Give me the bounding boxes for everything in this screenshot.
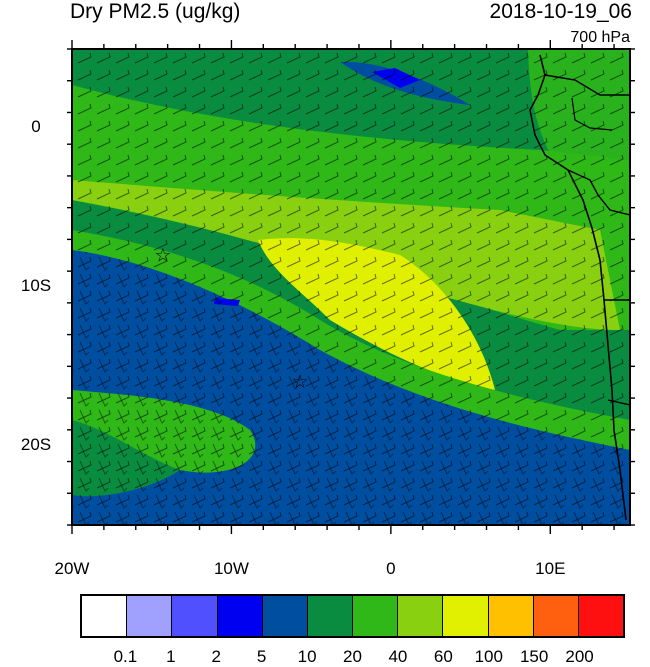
colorbar-swatch [443,596,489,636]
y-tick-label: 20S [20,434,52,454]
axis-ticks [67,40,635,534]
colorbar-label: 5 [256,647,267,666]
colorbar-swatch [172,596,218,636]
datetime-label: 2018-10-19_06 [489,0,632,23]
colorbar-label: 40 [388,647,408,666]
colorbar [80,594,625,638]
colorbar-label: 0.1 [113,647,138,666]
x-tick-label: 10W [213,559,249,578]
x-tick-label: 10E [535,559,566,578]
colorbar-swatch [262,596,308,636]
markers-layer: ☆☆ [154,244,308,393]
x-tick-label: 20W [54,559,90,578]
map-title: Dry PM2.5 (ug/kg) [70,0,241,23]
star-marker-2: ☆ [291,371,308,393]
colorbar-swatch [127,596,173,636]
colorbar-swatch [488,596,534,636]
colorbar-label: 200 [565,647,594,666]
star-marker-1: ☆ [154,244,171,266]
x-tick-label: 0 [386,559,396,578]
colorbar-swatch [353,596,399,636]
colorbar-label: 1 [166,647,176,666]
y-tick-label: 10S [20,276,52,295]
colorbar-swatch [533,596,579,636]
colorbar-swatch [82,596,128,636]
colorbar-swatch [307,596,354,636]
colorbar-label: 100 [474,647,503,666]
colorbar-swatch [578,596,624,636]
colorbar-swatch [217,596,263,636]
colorbar-label: 150 [519,647,549,666]
map-frame [71,48,631,526]
colorbar-label: 10 [297,647,317,666]
colorbar-label: 2 [211,647,221,666]
colorbar-label: 60 [433,647,453,666]
concentration-field [72,49,630,525]
y-tick-label: 0 [31,117,41,137]
colorbar-swatch [398,596,444,636]
pressure-level-label: 700 hPa [570,29,630,46]
colorbar-label: 20 [343,647,362,666]
pm25-map: ☆☆ [67,40,635,534]
